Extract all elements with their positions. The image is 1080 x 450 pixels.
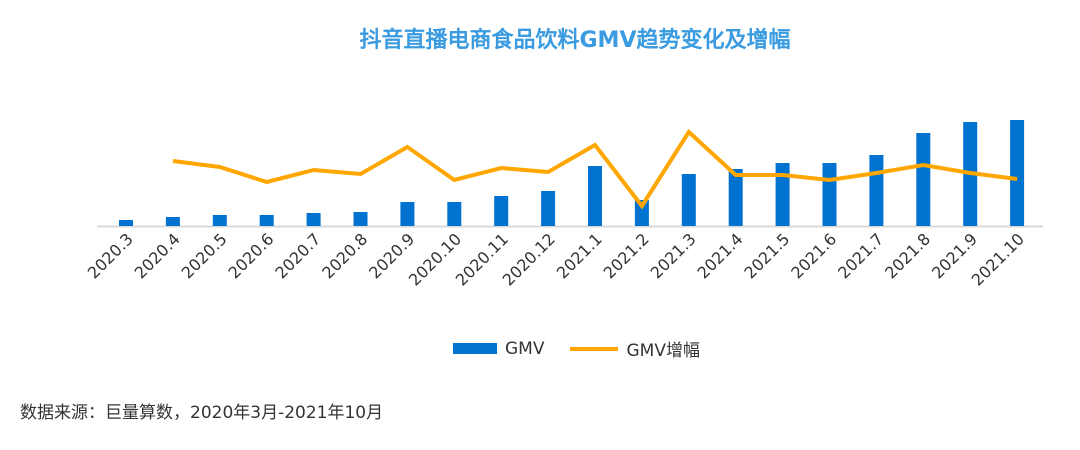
- source-note: 数据来源：巨量算数，2020年3月-2021年10月: [20, 403, 384, 423]
- bar-2020.3: [119, 220, 133, 226]
- bar-2020.8: [353, 212, 368, 226]
- bar-2021.2: [634, 200, 649, 226]
- x-tick-label: 2021.10: [968, 229, 1028, 289]
- bar-2021.7: [869, 155, 884, 226]
- bar-2021.8: [916, 133, 931, 226]
- bar-2020.4: [165, 217, 180, 226]
- x-tick-label: 2020.3: [84, 229, 137, 282]
- legend-swatch-gmv-growth: [570, 346, 619, 351]
- bar-2020.11: [494, 196, 509, 226]
- bar-2020.9: [400, 202, 415, 226]
- bar-2020.7: [306, 213, 321, 226]
- x-tick-label: 2021.7: [834, 229, 887, 282]
- legend: GMV GMV增幅: [453, 336, 700, 361]
- x-tick-label: 2020.8: [318, 229, 371, 282]
- legend-label-gmv-growth: GMV增幅: [626, 341, 700, 361]
- x-tick-label: 2020.6: [225, 229, 278, 282]
- bar-2021.6: [822, 163, 837, 226]
- x-tick-label: 2021.2: [600, 229, 653, 282]
- bar-2020.6: [259, 215, 274, 226]
- x-tick-label: 2020.5: [178, 229, 231, 282]
- bar-2020.5: [212, 215, 227, 226]
- bar-2021.5: [775, 163, 790, 226]
- x-tick-label: 2020.7: [271, 229, 324, 282]
- x-tick-label: 2021.4: [694, 229, 747, 282]
- bar-2020.10: [447, 202, 462, 226]
- x-tick-label: 2021.8: [881, 229, 934, 282]
- x-tick-label: 2021.1: [553, 229, 606, 282]
- bar-2021.3: [681, 174, 696, 226]
- bar-2021.4: [728, 169, 743, 226]
- legend-label-gmv: GMV: [505, 338, 545, 359]
- x-tick-label: 2020.12: [499, 229, 559, 289]
- x-tick-label: 2021.5: [740, 229, 793, 282]
- x-tick-label: 2020.4: [131, 229, 184, 282]
- bar-2021.10: [1010, 120, 1025, 226]
- bar-2020.12: [541, 191, 556, 226]
- x-tick-label: 2021.6: [787, 229, 840, 282]
- x-tick-label: 2021.3: [647, 229, 700, 282]
- legend-swatch-gmv: [453, 343, 497, 354]
- chart-title: 抖音直播电商食品饮料GMV趋势变化及增幅: [359, 28, 791, 53]
- bar-2021.1: [588, 166, 602, 226]
